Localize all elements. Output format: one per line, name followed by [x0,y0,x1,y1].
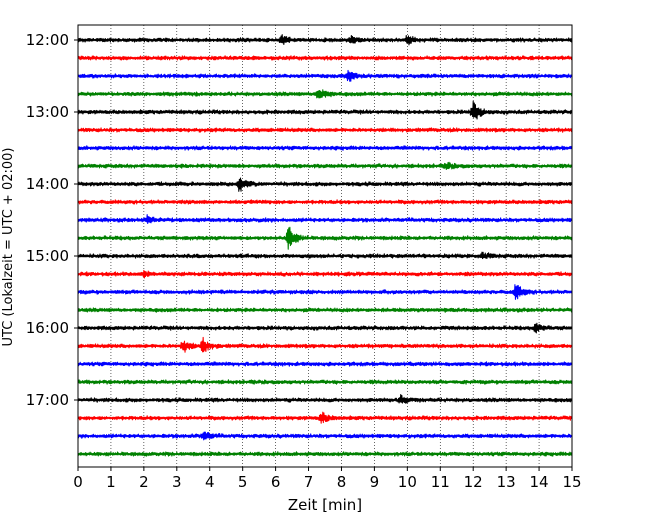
trace-1500 [77,251,573,260]
trace-1615 [77,336,573,353]
plot-frame [77,24,573,468]
trace-1315 [77,127,573,133]
x-axis-ticks: 0 1 2 3 4 5 6 7 8 9 10 11 12 13 14 15 [73,467,582,491]
x-tick-label: 0 [73,473,83,491]
trace-1645 [77,379,573,385]
trace-1400 [77,177,573,192]
trace-1300 [77,100,573,120]
y-tick-label: 13:00 [26,103,69,121]
x-tick-label: 10 [398,473,417,491]
trace-1745 [77,451,573,457]
x-tick-label: 4 [205,473,215,491]
y-tick-label: 15:00 [26,247,69,265]
trace-1730 [77,431,573,441]
y-tick-label: 12:00 [26,31,69,49]
x-tick-label: 7 [304,473,314,491]
x-tick-label: 13 [497,473,516,491]
x-tick-label: 14 [530,473,549,491]
trace-1200 [77,34,573,46]
x-tick-label: 1 [106,473,116,491]
trace-1245 [77,89,573,99]
x-axis-label: Zeit [min] [288,496,362,514]
y-tick-label: 14:00 [26,175,69,193]
x-tick-label: 11 [431,473,450,491]
y-tick-label: 17:00 [26,391,69,409]
y-axis-ticks: 12:00 13:00 14:00 15:00 16:00 17:00 [26,31,78,409]
x-tick-label: 2 [139,473,149,491]
x-tick-label: 15 [562,473,581,491]
x-tick-label: 3 [172,473,182,491]
y-axis-label: UTC (Lokalzeit = UTC + 02:00) [1,148,16,347]
trace-1700 [77,393,573,404]
trace-1330 [77,145,573,151]
trace-1545 [77,307,573,313]
trace-1600 [77,322,573,334]
trace-1430 [77,214,573,225]
trace-1415 [77,199,573,205]
x-tick-label: 8 [337,473,347,491]
x-tick-label: 12 [464,473,483,491]
x-tick-label: 9 [370,473,380,491]
seismogram-traces [77,34,573,457]
x-tick-label: 6 [271,473,281,491]
trace-1630 [77,361,573,367]
trace-1530 [77,284,573,300]
trace-1230 [77,69,573,82]
trace-1515 [77,269,573,279]
y-tick-label: 16:00 [26,319,69,337]
trace-1715 [77,411,573,424]
trace-1445 [77,226,573,250]
x-tick-label: 5 [238,473,248,491]
trace-1345 [77,161,573,171]
trace-1215 [77,55,573,61]
